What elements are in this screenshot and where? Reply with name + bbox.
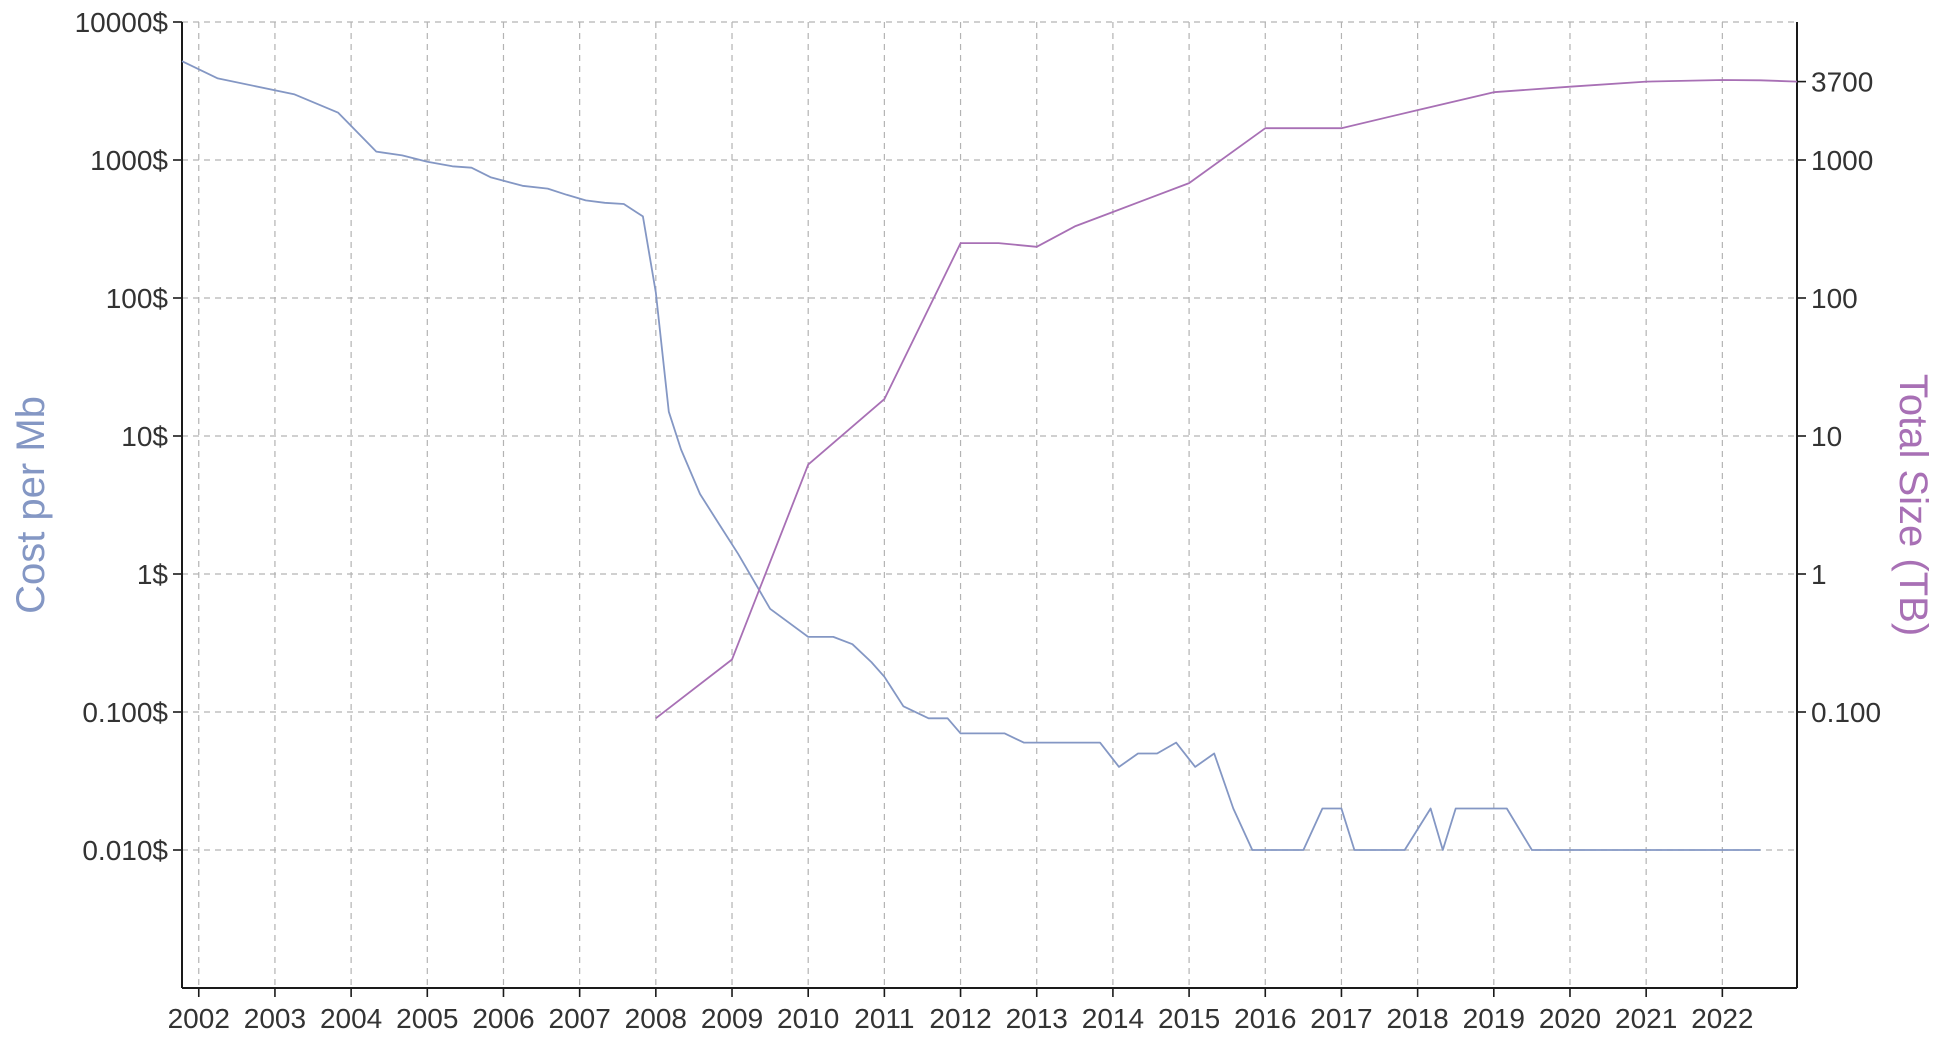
y-right-tick-label: 3700 [1811, 67, 1873, 98]
y-left-tick-label: 1000$ [90, 145, 168, 176]
x-tick-label: 2018 [1386, 1003, 1448, 1034]
y-axis-title-right: Total Size (TB) [1891, 374, 1935, 636]
x-tick-label: 2016 [1234, 1003, 1296, 1034]
y-right-tick-label: 100 [1811, 283, 1858, 314]
y-right-tick-label: 1000 [1811, 145, 1873, 176]
y-left-tick-label: 0.100$ [82, 697, 168, 728]
y-right-tick-label: 10 [1811, 421, 1842, 452]
x-tick-label: 2007 [549, 1003, 611, 1034]
x-tick-label: 2020 [1539, 1003, 1601, 1034]
x-tick-label: 2014 [1082, 1003, 1144, 1034]
x-tick-label: 2010 [777, 1003, 839, 1034]
y-left-tick-label: 1$ [137, 559, 169, 590]
y-left-tick-label: 10$ [121, 421, 168, 452]
x-tick-label: 2002 [168, 1003, 230, 1034]
x-tick-label: 2012 [929, 1003, 991, 1034]
axes [181, 22, 1798, 989]
x-tick-label: 2019 [1463, 1003, 1525, 1034]
y-axis-title-left: Cost per Mb [9, 396, 53, 614]
series [181, 60, 1798, 851]
x-tick-label: 2022 [1691, 1003, 1753, 1034]
y-left-tick-label: 0.010$ [82, 835, 168, 866]
x-tick-label: 2011 [854, 1003, 914, 1034]
grid-lines [182, 21, 1797, 988]
ticks: 2002 2003 2004 2005 2006 2007 2008 2009 2010 2011… [75, 7, 1882, 1034]
x-tick-label: 2013 [1006, 1003, 1068, 1034]
x-tick-label: 2005 [396, 1003, 458, 1034]
y-right-tick-label: 1 [1811, 559, 1827, 590]
x-tick-label: 2006 [472, 1003, 534, 1034]
y-right-tick-label: 0.100 [1811, 697, 1881, 728]
x-tick-label: 2021 [1615, 1003, 1677, 1034]
cost-per-mb-line [181, 60, 1761, 851]
x-tick-label: 2009 [701, 1003, 763, 1034]
x-tick-label: 2003 [244, 1003, 306, 1034]
y-left-tick-label: 10000$ [75, 7, 169, 38]
x-tick-label: 2008 [625, 1003, 687, 1034]
y-left-tick-label: 100$ [106, 283, 169, 314]
x-tick-label: 2015 [1158, 1003, 1220, 1034]
x-tick-label: 2004 [320, 1003, 382, 1034]
x-tick-label: 2017 [1310, 1003, 1372, 1034]
total-size-line [655, 79, 1798, 720]
